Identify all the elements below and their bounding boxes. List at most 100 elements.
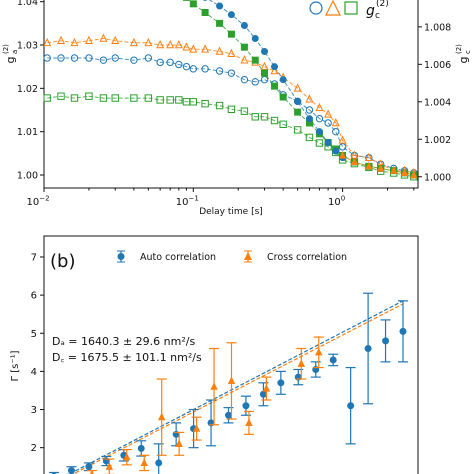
data-point xyxy=(364,345,372,353)
plot-frame-a xyxy=(43,0,419,189)
legend-auto-label: Auto correlation xyxy=(140,252,216,263)
data-point xyxy=(294,108,302,116)
data-point xyxy=(137,444,145,452)
data-point xyxy=(227,30,235,38)
data-point xyxy=(215,46,224,55)
data-point xyxy=(324,109,333,118)
y-label-text: g xyxy=(4,57,17,64)
y-axis-label-left: ga(2) xyxy=(2,44,19,64)
data-point xyxy=(57,35,66,44)
data-point xyxy=(315,139,324,147)
data-point xyxy=(189,65,197,73)
data-point xyxy=(271,63,279,71)
data-point xyxy=(332,127,340,136)
y-tick-label-right: 1.004 xyxy=(424,97,451,108)
data-point xyxy=(43,94,51,102)
fit-curve-4 xyxy=(208,0,343,159)
data-point xyxy=(182,62,191,71)
data-point xyxy=(144,94,153,102)
y-label-text: Γ [s⁻¹] xyxy=(10,350,21,381)
data-point xyxy=(225,411,233,419)
data-point xyxy=(350,157,359,166)
data-point xyxy=(305,133,314,142)
data-point xyxy=(57,54,65,62)
data-point xyxy=(174,40,183,49)
fit-curve-1 xyxy=(47,37,414,174)
y-label-sub: a xyxy=(11,50,19,54)
panel-a: 10−2 10−1 100 Delay time [s] 1.00 1.01 1.02 1.0… xyxy=(2,0,472,217)
data-point xyxy=(338,151,347,159)
y-label-text: g xyxy=(457,57,470,64)
plot-frame-b xyxy=(43,235,419,474)
data-point xyxy=(260,61,269,70)
data-point xyxy=(227,105,236,113)
data-point xyxy=(260,75,269,84)
data-point xyxy=(240,43,248,51)
data-point xyxy=(85,54,93,62)
y-tick-label-left: 1.04 xyxy=(17,0,38,8)
data-point xyxy=(410,170,418,179)
data-point xyxy=(240,55,249,64)
data-point xyxy=(251,113,259,121)
data-point xyxy=(111,35,120,44)
data-point xyxy=(189,0,197,8)
data-point xyxy=(245,418,253,426)
legend-g-sup: (2) xyxy=(376,0,389,9)
data-point xyxy=(260,113,269,121)
y-tick-label-right: 1.002 xyxy=(424,135,451,146)
data-point xyxy=(99,33,108,42)
data-point xyxy=(130,56,138,64)
data-point xyxy=(175,96,183,104)
legend-g-sub: c xyxy=(375,11,380,21)
data-point xyxy=(216,2,224,10)
y-tick-label: 5 xyxy=(31,329,37,340)
data-point xyxy=(332,147,340,155)
data-point xyxy=(338,143,347,151)
data-point xyxy=(279,120,287,128)
x-tick-label: 10−1 xyxy=(176,195,199,209)
data-point xyxy=(279,76,287,84)
data-point xyxy=(297,359,305,367)
data-point xyxy=(202,0,208,1)
y-tick-label-right: 1.006 xyxy=(424,60,451,71)
data-point xyxy=(175,439,183,447)
annotation-dc: D꜀ = 1675.5 ± 101.1 nm²/s xyxy=(52,351,202,364)
data-point xyxy=(240,75,249,84)
y-tick-label: 2 xyxy=(31,443,37,454)
data-point xyxy=(123,452,131,461)
data-point xyxy=(144,54,153,62)
y-label-sub: c xyxy=(464,50,472,54)
data-point xyxy=(251,56,259,64)
data-point xyxy=(111,94,119,102)
data-point xyxy=(201,65,209,73)
data-point xyxy=(85,463,93,471)
data-point xyxy=(347,402,355,410)
legend-cross-icon xyxy=(244,252,252,260)
data-point xyxy=(261,69,269,77)
data-point xyxy=(130,94,138,102)
data-point xyxy=(216,19,224,27)
legend-a: g c (2) xyxy=(309,0,389,21)
data-point xyxy=(294,97,302,105)
data-point xyxy=(166,96,174,104)
data-point xyxy=(99,56,108,64)
data-point xyxy=(240,107,249,115)
data-point xyxy=(144,37,153,47)
data-point xyxy=(156,58,164,67)
data-point xyxy=(305,115,313,123)
data-point xyxy=(57,92,65,100)
y-tick-label: 3 xyxy=(31,405,37,416)
data-point xyxy=(201,99,209,108)
data-point xyxy=(324,139,332,147)
legend-triangle-icon xyxy=(325,0,341,16)
data-point xyxy=(85,92,93,100)
data-point xyxy=(70,94,79,102)
x-axis-label: Delay time [s] xyxy=(199,207,263,217)
fit-line-auto xyxy=(68,300,404,474)
data-point xyxy=(305,94,314,103)
y-tick-label: 6 xyxy=(31,291,37,302)
fit-curve-2 xyxy=(47,95,414,178)
y-tick-label-left: 1.00 xyxy=(17,171,38,182)
y-axis-label: Γ [s⁻¹] xyxy=(10,350,21,381)
